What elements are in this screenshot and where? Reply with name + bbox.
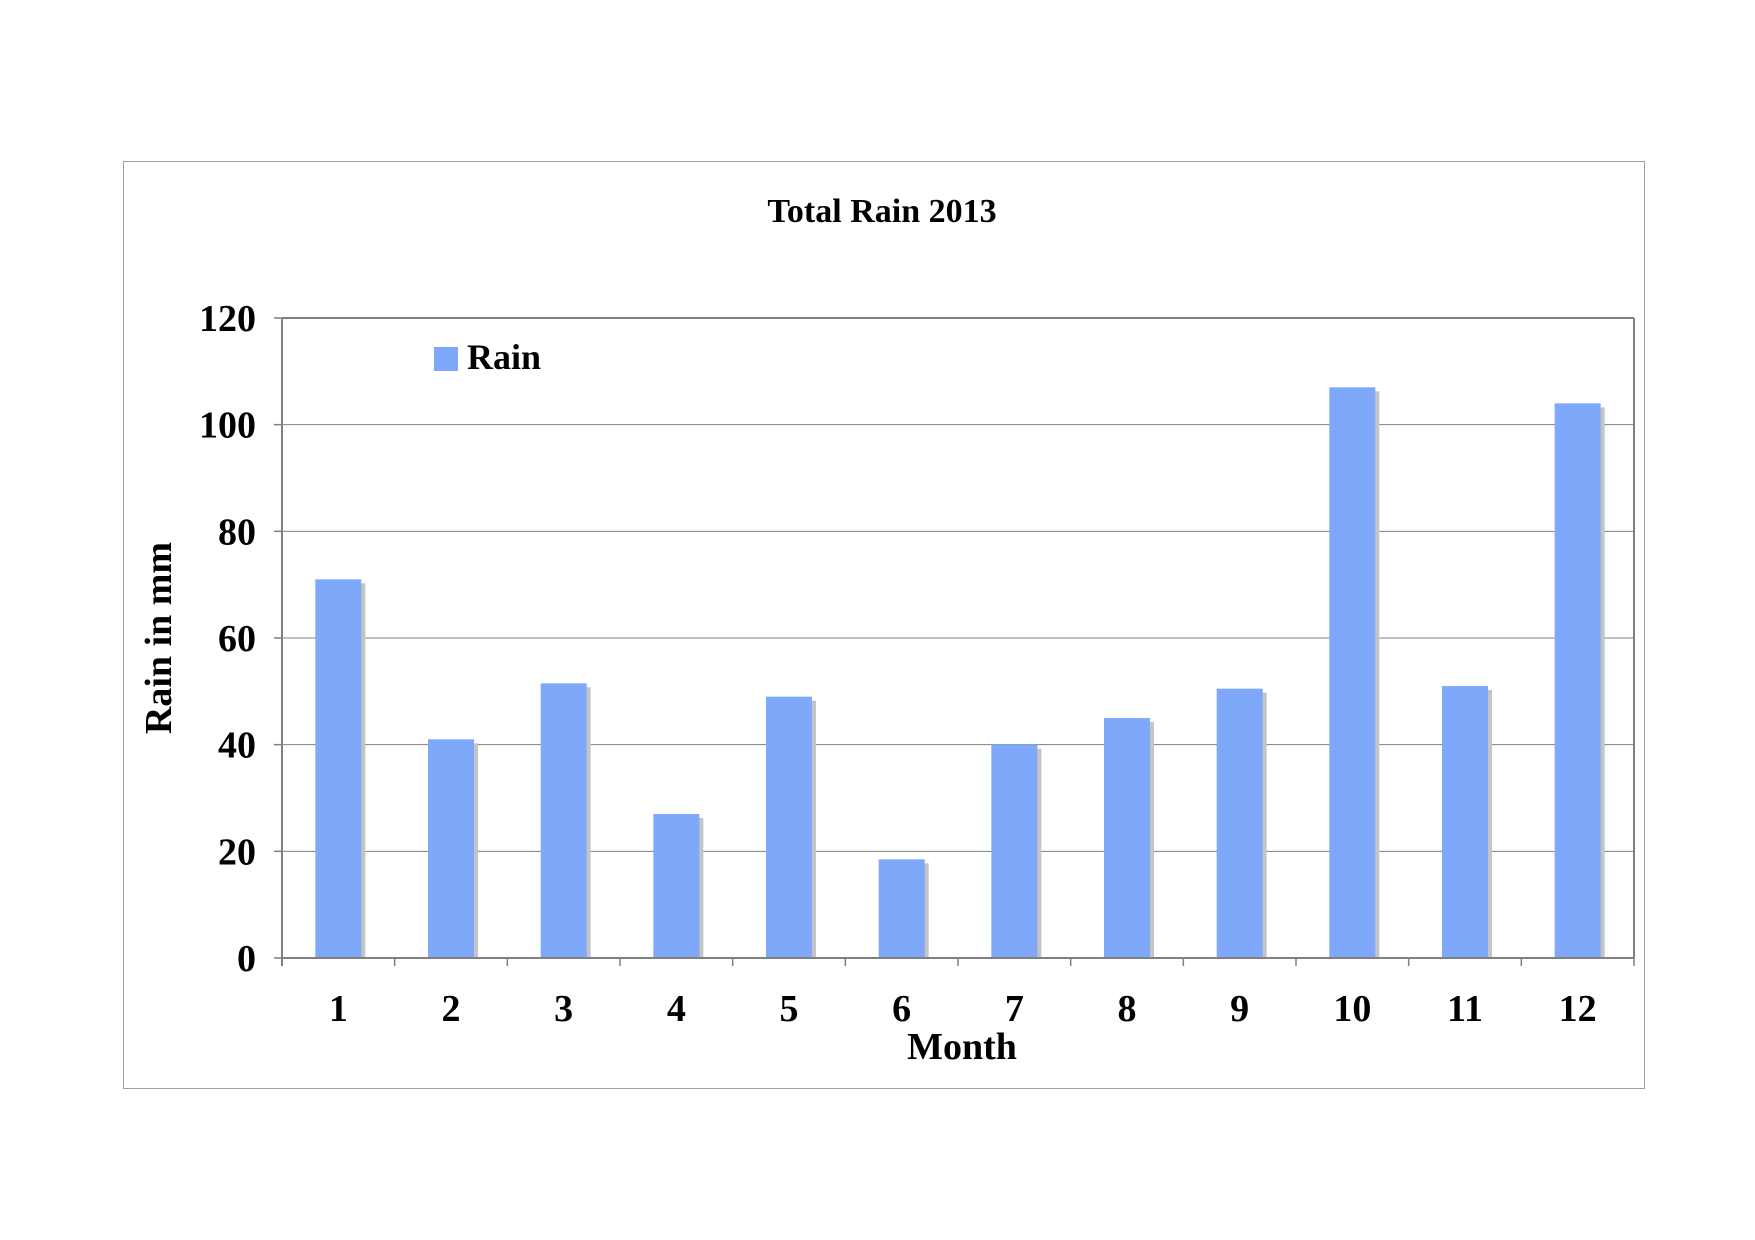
x-tick-label: 4	[667, 988, 686, 1030]
x-tick-label: 8	[1118, 988, 1137, 1030]
x-tick-label: 12	[1559, 988, 1597, 1030]
y-tick-label: 80	[218, 511, 256, 553]
y-tick-label: 60	[218, 618, 256, 660]
x-tick-label: 7	[1005, 988, 1024, 1030]
legend-label-rain: Rain	[467, 337, 541, 377]
x-axis-label: Month	[907, 1026, 1017, 1068]
y-tick-label: 40	[218, 725, 256, 767]
bar	[315, 579, 362, 958]
y-tick-label: 0	[237, 938, 256, 980]
bar	[878, 859, 925, 958]
x-tick-label: 1	[329, 988, 348, 1030]
gridlines	[282, 317, 1634, 852]
x-tick-label: 11	[1447, 988, 1483, 1030]
axes	[274, 317, 1635, 966]
legend: Rain	[434, 337, 541, 377]
bar	[991, 744, 1038, 958]
bar	[1104, 718, 1150, 958]
y-tick-label: 20	[218, 831, 256, 873]
x-tick-label: 3	[554, 988, 573, 1030]
bar	[1442, 686, 1488, 958]
x-tick-label: 2	[442, 988, 461, 1030]
bar	[540, 683, 587, 958]
bar	[1554, 403, 1601, 958]
x-tick-label: 6	[892, 988, 911, 1030]
y-tick-label: 120	[199, 298, 256, 340]
x-tick-label: 10	[1333, 988, 1371, 1030]
x-tick-labels: 1 2 3 4 5 6 7 8 9 10 11 12	[329, 988, 1597, 1030]
bar	[1216, 688, 1263, 958]
x-tick-label: 5	[780, 988, 799, 1030]
bar	[653, 814, 700, 958]
bar	[1329, 387, 1376, 958]
x-tick-label: 9	[1230, 988, 1249, 1030]
y-tick-labels: 0 20 40 60 80 100 120	[199, 298, 256, 980]
bar	[428, 739, 474, 958]
y-axis-label: Rain in mm	[138, 542, 180, 734]
bars	[315, 387, 1605, 958]
y-tick-label: 100	[199, 405, 256, 447]
bar	[766, 696, 812, 958]
legend-swatch-rain	[434, 347, 458, 371]
chart-title: Total Rain 2013	[767, 193, 996, 230]
